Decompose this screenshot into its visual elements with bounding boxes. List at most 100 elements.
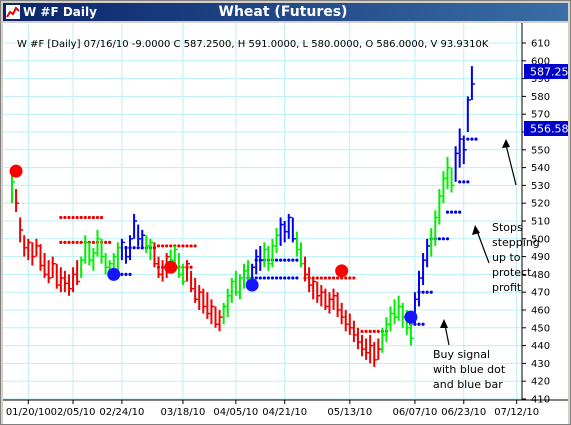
- stop-dot: [120, 272, 124, 276]
- chart-title: Wheat (Futures): [218, 4, 348, 20]
- stop-dot: [445, 237, 450, 241]
- stop-dot: [319, 276, 323, 280]
- stop-dot: [193, 244, 197, 248]
- x-tick-label: 07/12/10: [494, 407, 539, 418]
- stop-dot: [372, 329, 376, 333]
- stop-dot: [189, 244, 193, 248]
- buy-annotation: Buy signal with blue dot and blue bar: [433, 319, 506, 391]
- y-tick-label: 490: [531, 252, 550, 263]
- y-tick-label: 600: [531, 56, 550, 67]
- stop-dot: [364, 329, 368, 333]
- stops-arrow-upper: [505, 144, 517, 186]
- stop-dot: [71, 215, 75, 220]
- stop-dot: [368, 329, 372, 333]
- buy-note-line-1: Buy signal: [433, 348, 490, 361]
- sell-signal-dot: [335, 264, 349, 278]
- stop-dot: [331, 276, 336, 280]
- y-tick-label: 460: [531, 306, 550, 317]
- stop-dot: [128, 272, 132, 276]
- stops-arrow-lower: [476, 230, 490, 264]
- stop-dot: [291, 258, 295, 262]
- y-tick-label: 530: [531, 181, 550, 192]
- y-tick-label: 480: [531, 270, 550, 281]
- stop-dot: [63, 215, 67, 220]
- y-tick-label: 420: [531, 377, 550, 388]
- stop-price-tag-text: 556.5833: [530, 123, 568, 136]
- y-tick-label: 410: [531, 395, 550, 406]
- stop-dot: [185, 244, 189, 248]
- buy-arrowhead: [440, 319, 448, 328]
- stops-arrowhead-upper: [502, 139, 510, 148]
- stop-dot: [165, 244, 169, 248]
- title-bar[interactable]: W #F Daily Wheat (Futures): [3, 3, 568, 21]
- last-price-tag: 587.2500: [524, 64, 568, 79]
- stop-dot: [441, 237, 446, 241]
- x-tick-label: 02/24/10: [99, 407, 144, 418]
- stop-dot: [75, 215, 79, 220]
- stop-dot: [91, 215, 95, 220]
- info-line: W #F [Daily] 07/16/10 -9.0000 C 587.2500…: [17, 39, 489, 50]
- price-chart[interactable]: 410 420 430 440 450 460 470 480 490 500 510 520 530 5…: [3, 23, 568, 424]
- y-tick-label: 580: [531, 92, 550, 103]
- stop-dot: [95, 215, 100, 220]
- stops-annotation: Stops stepping up to protect profit: [472, 139, 540, 294]
- x-tick-label: 06/23/10: [441, 407, 486, 418]
- x-tick-label: 03/18/10: [160, 407, 205, 418]
- stop-dot: [315, 276, 319, 280]
- last-price-tag-text: 587.2500: [530, 66, 568, 79]
- stop-dot: [449, 210, 454, 214]
- stop-dot: [352, 276, 356, 280]
- buy-arrow: [444, 324, 450, 346]
- stop-dot: [458, 210, 462, 214]
- stop-dot: [336, 276, 340, 280]
- stop-dot: [344, 276, 348, 280]
- stop-dot: [266, 276, 271, 280]
- chart-area[interactable]: 410 420 430 440 450 460 470 480 490 500 510 520 530 5…: [3, 23, 568, 424]
- stop-dot: [458, 180, 462, 184]
- signal-dots: [9, 164, 418, 324]
- y-tick-label: 570: [531, 110, 550, 121]
- y-tick-label: 550: [531, 145, 550, 156]
- y-tick-label: 450: [531, 323, 550, 334]
- buy-note-line-3: and blue bar: [433, 378, 503, 391]
- stop-dot: [169, 244, 173, 248]
- stop-dot: [429, 290, 433, 294]
- stop-dot: [270, 276, 275, 280]
- y-tick-label: 470: [531, 288, 550, 299]
- stop-dot: [283, 258, 287, 262]
- stop-dot: [421, 322, 425, 326]
- sell-signal-dot: [164, 260, 178, 274]
- stop-dot: [323, 276, 327, 280]
- x-tick-label: 01/20/10: [6, 407, 51, 418]
- stop-dot: [295, 276, 299, 280]
- stops-note-line-5: profit: [492, 281, 522, 294]
- grid-lines: [3, 23, 522, 400]
- sell-signal-dot: [9, 164, 23, 178]
- stop-dot: [262, 276, 266, 280]
- stop-dot: [156, 244, 161, 248]
- stop-dot: [283, 276, 287, 280]
- stop-dot: [348, 276, 352, 280]
- stop-dot: [454, 210, 458, 214]
- buy-note-line-2: with blue dot: [433, 363, 506, 376]
- stops-note-line-2: stepping: [492, 236, 540, 249]
- stops-note-line-3: up to: [492, 251, 521, 264]
- stop-dot: [291, 276, 295, 280]
- stop-dot: [91, 240, 95, 244]
- stop-dot: [104, 240, 108, 244]
- stop-dot: [59, 215, 63, 220]
- stop-dot: [466, 137, 470, 141]
- y-tick-label: 440: [531, 341, 550, 352]
- stop-dot: [59, 240, 63, 244]
- x-tick-label: 05/13/10: [327, 407, 372, 418]
- stop-dot: [79, 240, 83, 244]
- y-tick-label: 520: [531, 199, 550, 210]
- stops-note-line-1: Stops: [492, 221, 523, 234]
- x-tick-label: 04/05/10: [213, 407, 258, 418]
- stop-dot: [327, 276, 332, 280]
- price-bars: [11, 66, 475, 367]
- stop-dot: [279, 276, 283, 280]
- x-tick-label: 06/07/10: [392, 407, 437, 418]
- stop-dot: [274, 258, 279, 262]
